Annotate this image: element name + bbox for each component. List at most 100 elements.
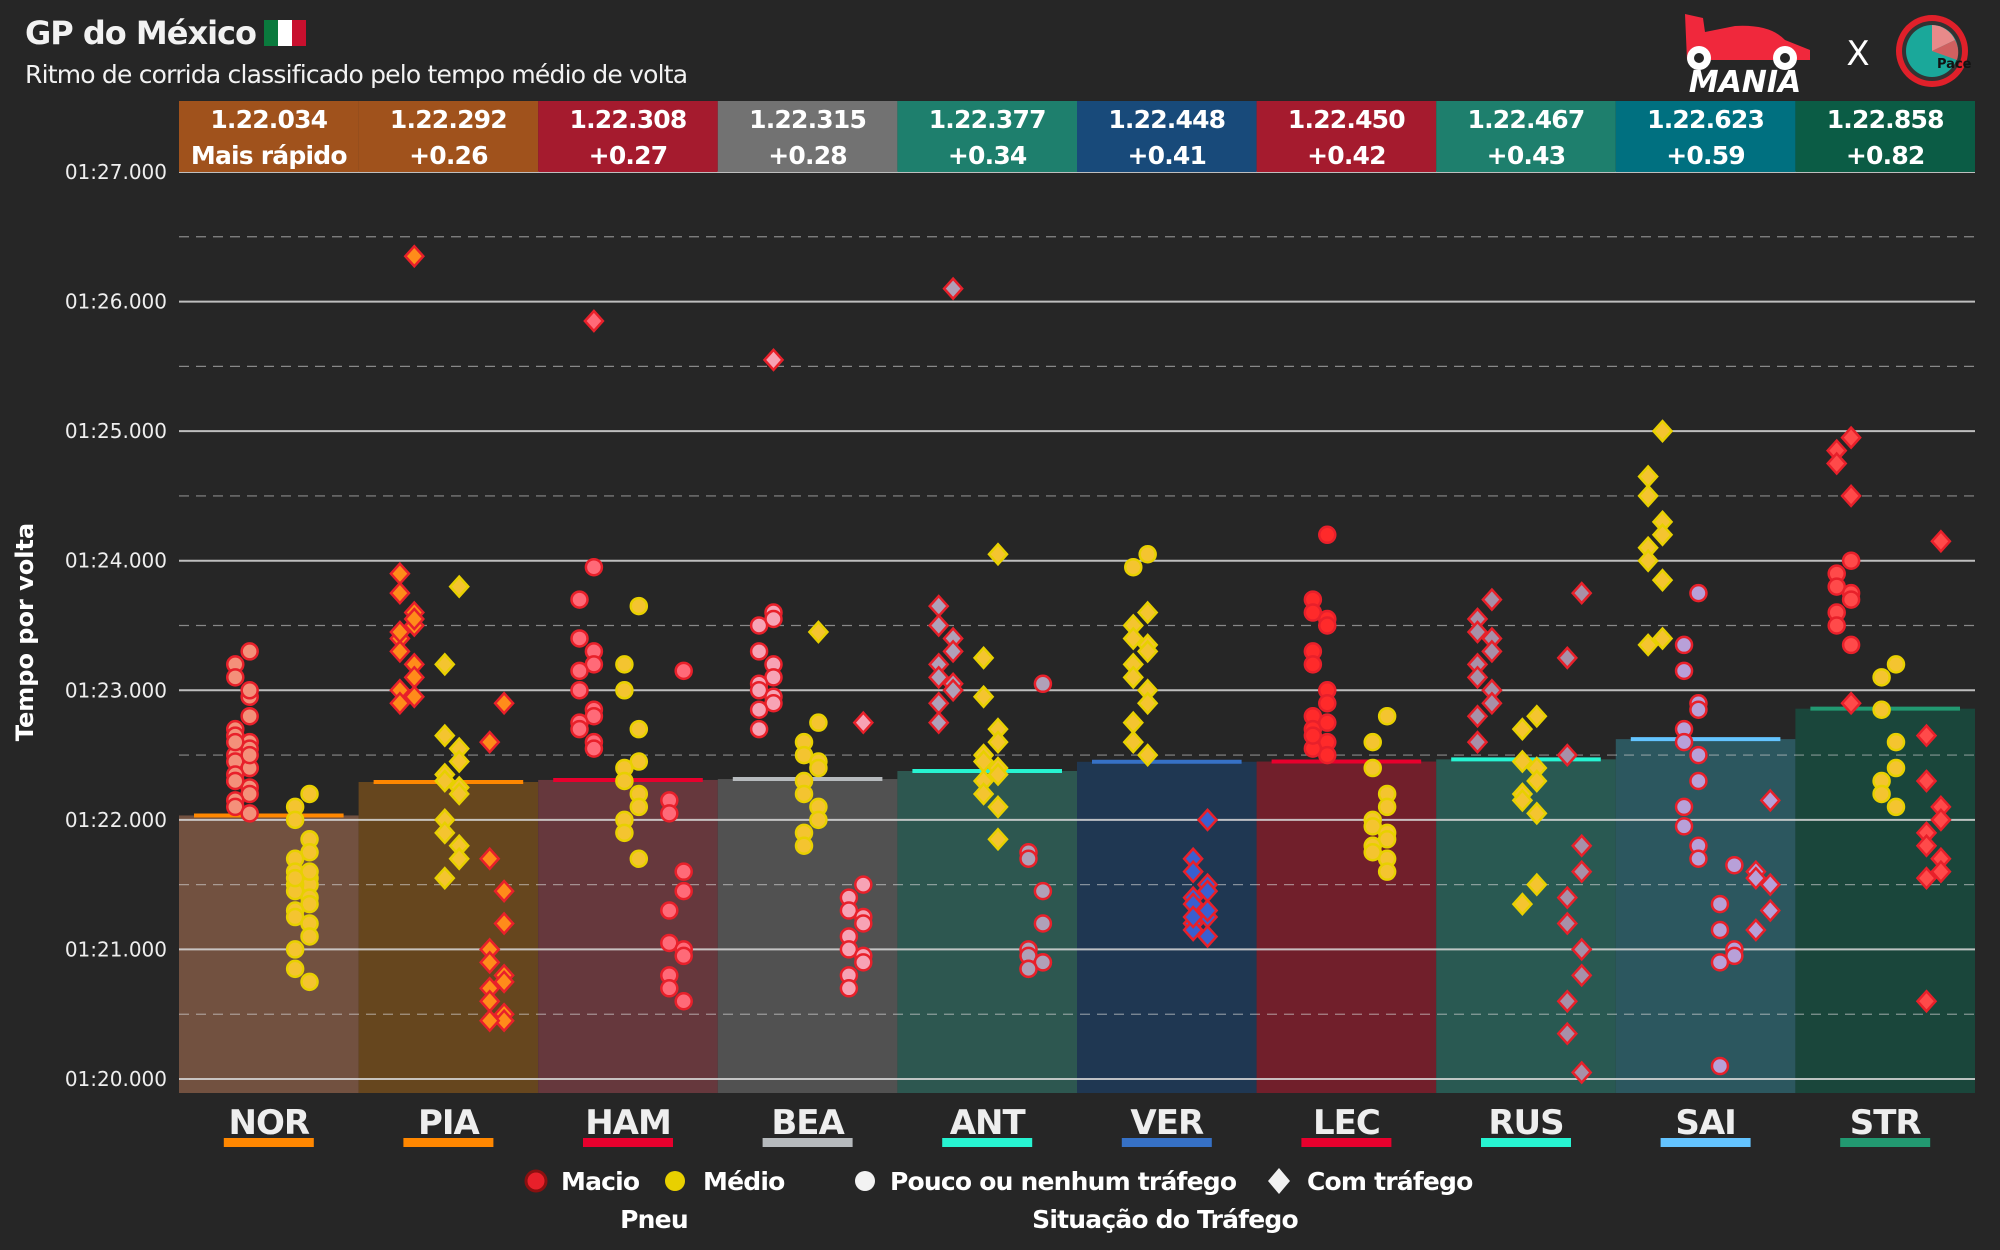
lap-point — [240, 706, 259, 726]
lap-point-traffic — [1651, 522, 1674, 547]
lap-point — [584, 739, 604, 758]
lap-point-traffic — [1556, 646, 1578, 670]
driver-team-color-bar — [942, 1138, 1033, 1147]
gap-label: +0.42 — [1307, 141, 1386, 170]
lap-point — [615, 823, 634, 843]
driver-team-color-bar — [1660, 1138, 1751, 1147]
lap-point — [674, 881, 693, 901]
lap-point-traffic — [1122, 730, 1144, 754]
y-tick-label: 01:23.000 — [65, 678, 167, 702]
lap-point — [1674, 635, 1694, 655]
driver-team-color-bar — [1840, 1138, 1931, 1147]
logo-separator: X — [1846, 34, 1869, 74]
lap-point-traffic — [583, 309, 605, 333]
lap-point-traffic — [1759, 872, 1781, 897]
lap-point — [300, 927, 319, 946]
lap-point — [1886, 797, 1906, 817]
lap-point — [629, 797, 649, 817]
avg-bar-lec — [1256, 761, 1437, 1093]
lap-point — [854, 875, 873, 894]
lap-point — [1033, 914, 1053, 933]
lap-point — [1841, 551, 1861, 570]
lap-point-traffic — [972, 782, 995, 806]
lap-point — [1303, 655, 1323, 674]
lap-point — [749, 642, 769, 661]
driver-label: NOR — [229, 1103, 310, 1143]
lap-point — [1689, 700, 1708, 719]
lap-point — [1841, 635, 1861, 655]
driver-team-color-bar — [1481, 1138, 1571, 1147]
lap-point-traffic — [1122, 626, 1144, 651]
lap-point — [1689, 745, 1708, 765]
lap-point-traffic — [1466, 730, 1489, 754]
svg-text:Pace: Pace — [1937, 57, 1972, 72]
lap-point — [285, 959, 305, 979]
lap-point-traffic — [479, 1008, 501, 1033]
lap-point — [240, 745, 259, 765]
lap-point-traffic — [1136, 743, 1159, 767]
lap-point-traffic — [1651, 626, 1674, 651]
lap-point-traffic — [942, 276, 964, 301]
gap-label: +0.34 — [948, 141, 1027, 170]
lap-point-traffic — [928, 594, 950, 618]
lap-point — [1377, 706, 1397, 726]
lap-point — [794, 784, 814, 804]
lap-point-traffic — [1571, 859, 1593, 884]
avg-bar-ver — [1077, 761, 1257, 1093]
lap-point-traffic — [1511, 749, 1534, 774]
lap-point-traffic — [1826, 451, 1848, 476]
legend-title-traffic: Situação do Tráfego — [1032, 1205, 1298, 1234]
lap-point-traffic — [972, 684, 995, 709]
lap-point-traffic — [1915, 723, 1938, 748]
driver-label: SAI — [1675, 1103, 1735, 1143]
lap-point-traffic — [1840, 425, 1862, 450]
lap-point — [1674, 732, 1694, 752]
lap-point-traffic — [493, 1008, 515, 1033]
lap-point — [1710, 920, 1730, 940]
lap-point-traffic — [1466, 704, 1489, 729]
lap-point-traffic — [389, 561, 411, 586]
lap-point-traffic — [1637, 464, 1659, 489]
lap-point-traffic — [1930, 529, 1952, 554]
lap-point-traffic — [1511, 788, 1534, 813]
lap-point — [1674, 817, 1694, 836]
lap-point-traffic — [479, 846, 501, 871]
lap-point-traffic — [493, 911, 515, 936]
lap-point — [584, 557, 604, 577]
lap-point-traffic — [1511, 717, 1534, 742]
lap-point-traffic — [1481, 639, 1503, 664]
lap-point-traffic — [1182, 918, 1204, 942]
driver-label: PIA — [418, 1103, 481, 1143]
header-cell-ham — [538, 101, 718, 172]
y-tick-label: 01:21.000 — [65, 937, 167, 961]
lap-point-traffic — [1122, 710, 1144, 735]
lap-point-traffic — [1556, 743, 1578, 767]
header-cell-ant — [897, 101, 1077, 172]
lap-point — [1689, 771, 1708, 791]
legend-soft: Macio — [561, 1167, 640, 1196]
lap-point-traffic — [852, 710, 874, 735]
lap-point-traffic — [1526, 704, 1548, 729]
lap-point-traffic — [1481, 691, 1503, 716]
avg-time-label: 1.22.377 — [929, 105, 1046, 134]
lap-point — [809, 713, 828, 732]
lap-point-traffic — [448, 782, 470, 806]
lap-point-traffic — [987, 795, 1009, 819]
lap-point-traffic — [448, 574, 470, 599]
lap-point — [1318, 693, 1337, 713]
lap-point — [674, 661, 693, 681]
lap-point — [285, 940, 305, 959]
avg-time-label: 1.22.034 — [210, 105, 327, 134]
lap-point — [1363, 732, 1382, 752]
lap-point-traffic — [1571, 937, 1593, 962]
lap-point-traffic — [389, 581, 411, 605]
lap-point — [1318, 525, 1337, 545]
lap-point — [674, 992, 693, 1011]
gap-label: +0.59 — [1666, 141, 1745, 170]
header-cell-pia — [358, 101, 539, 172]
lap-point-traffic — [1745, 866, 1767, 891]
lap-point — [674, 862, 693, 881]
lap-point-traffic — [1930, 807, 1952, 832]
y-tick-label: 01:26.000 — [65, 290, 167, 314]
avg-time-label: 1.22.467 — [1468, 105, 1585, 134]
